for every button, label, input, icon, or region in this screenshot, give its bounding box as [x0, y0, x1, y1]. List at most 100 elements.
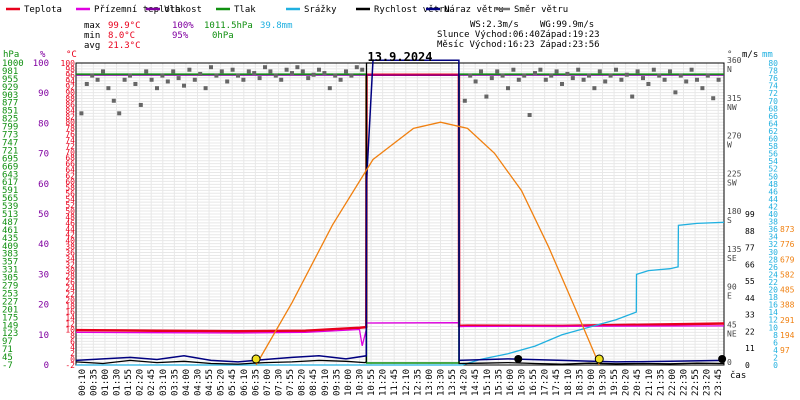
tick-label-temp: 22 [65, 290, 75, 299]
x-tick-label: 02:20 [136, 369, 146, 396]
tick-label-mm: 4 [773, 346, 778, 355]
chart-grid [75, 62, 725, 366]
direction-point [587, 73, 591, 78]
tick-label-hpa: 695 [2, 154, 18, 164]
direction-point [101, 69, 105, 74]
stat-min-temp: 8.0°C [108, 31, 135, 41]
direction-point [187, 67, 192, 72]
x-tick-label: 17:20 [541, 369, 551, 396]
tick-label-mm: 62 [768, 127, 778, 136]
direction-point [608, 73, 613, 78]
direction-point [122, 77, 127, 82]
tick-label-hpa: 71 [2, 345, 13, 355]
direction-point [516, 77, 521, 82]
tick-label-sun: 388 [780, 301, 795, 310]
tick-label-temp: 86 [65, 100, 75, 109]
tick-label-mm: 22 [768, 278, 778, 287]
x-tick-label: 03:35 [170, 369, 180, 396]
direction-point [144, 69, 149, 74]
direction-point [203, 86, 208, 91]
series-pressure-line [76, 73, 724, 364]
direction-point [570, 76, 575, 81]
direction-point [165, 79, 170, 84]
tick-label-temp: 38 [65, 243, 75, 252]
tick-label-hpa: 591 [2, 186, 18, 196]
x-tick-label: 19:55 [610, 369, 620, 396]
tick-label-mm: 18 [768, 293, 778, 302]
direction-point [138, 102, 143, 107]
tick-label-hpa: 305 [2, 274, 18, 284]
legend-label-gust: Náraz větru [444, 5, 504, 15]
x-tick-label: 12:35 [413, 369, 423, 396]
direction-point [473, 79, 478, 84]
legend-label-feels: Přízemní teplota [94, 5, 181, 15]
stat-avg-temp: 21.3°C [108, 41, 141, 51]
tick-label-temp: 78 [65, 124, 75, 133]
legend-label-temp: Teplota [24, 5, 62, 15]
direction-point [533, 71, 537, 76]
x-tick-label: 14:20 [460, 369, 470, 396]
direction-point [581, 77, 586, 82]
tick-label-temp: 68 [65, 154, 75, 163]
direction-point [133, 81, 138, 86]
tick-label-temp: 80 [65, 118, 75, 127]
direction-point [182, 83, 186, 88]
direction-point [84, 81, 89, 86]
tick-label-mm: 24 [768, 270, 778, 279]
tick-label-temp: 16 [65, 308, 75, 317]
direction-point [219, 69, 224, 74]
direction-point [230, 67, 235, 72]
x-tick-label: 10:30 [356, 369, 366, 396]
tick-label-temp: 12 [65, 320, 75, 329]
tick-label-temp: 10 [65, 325, 75, 334]
direction-point [90, 73, 95, 78]
tick-label-temp: 14 [65, 314, 75, 323]
direction-point [192, 77, 197, 82]
direction-point [527, 113, 532, 118]
tick-label-dir-compass: N [727, 65, 732, 74]
tick-label-mm: 12 [768, 316, 778, 325]
direction-point [354, 65, 359, 70]
tick-label-temp: 70 [65, 148, 75, 157]
x-tick-label: 01:55 [124, 369, 134, 396]
x-tick-label: 07:00 [263, 369, 273, 396]
legend-label-humidity: Vlhkost [164, 5, 202, 15]
tick-label-hpa: 383 [2, 250, 18, 260]
tick-label-hpa: 409 [2, 242, 18, 252]
direction-point [79, 111, 84, 116]
tick-label-pct: 10 [38, 331, 49, 341]
x-tick-label: 18:35 [575, 369, 585, 396]
x-tick-label: 15:35 [494, 369, 504, 396]
unit-deg: ° [727, 50, 732, 60]
tick-label-dir: 0 [727, 358, 732, 367]
x-tick-label: 16:00 [506, 369, 516, 396]
direction-point [678, 73, 683, 78]
tick-label-hpa: 565 [2, 194, 18, 204]
tick-label-temp: 90 [65, 89, 75, 98]
x-tick-label: 05:20 [217, 369, 227, 396]
sun-marker [251, 354, 261, 364]
unit-ms: m/s [742, 50, 758, 60]
tick-label-temp: 18 [65, 302, 75, 311]
tick-label-dir-compass: SE [727, 254, 737, 263]
x-tick-label: 08:20 [298, 369, 308, 396]
x-tick-label: 13:00 [425, 369, 435, 396]
tick-label-pct: 70 [38, 150, 49, 160]
tick-label-ms: 77 [745, 244, 755, 253]
direction-point [333, 73, 338, 78]
direction-point [279, 77, 284, 82]
tick-label-dir-compass: E [727, 292, 732, 301]
direction-point [295, 65, 300, 70]
tick-label-temp: 40 [65, 237, 75, 246]
direction-point [106, 86, 111, 91]
stat-wind-gust: WG:99.9m/s [540, 20, 594, 30]
tick-label-mm: 14 [768, 308, 778, 317]
tick-label-hpa: 513 [2, 210, 18, 220]
tick-label-mm: 30 [768, 248, 778, 257]
x-tick-label: 10:00 [344, 369, 354, 396]
tick-label-hpa: 929 [2, 83, 18, 93]
tick-label-temp: 54 [65, 195, 75, 204]
tick-label-mm: 8 [773, 331, 778, 340]
